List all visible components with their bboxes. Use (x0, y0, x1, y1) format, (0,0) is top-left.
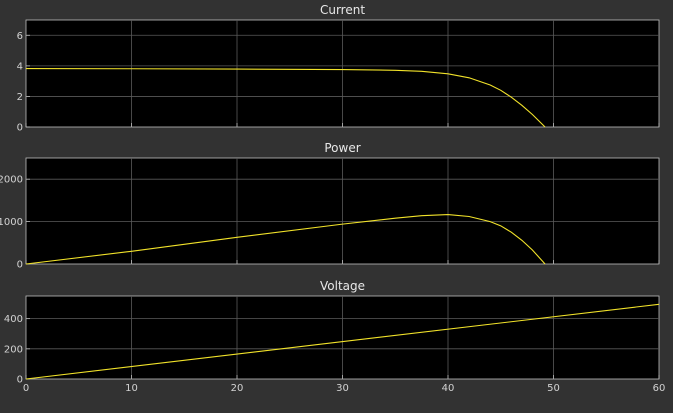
chart-title: Current (320, 3, 365, 17)
y-tick-label: 4 (17, 61, 23, 72)
y-tick-label: 6 (17, 31, 23, 42)
x-tick-label: 60 (653, 383, 666, 394)
x-tick-label: 30 (336, 383, 349, 394)
y-tick-label: 0 (17, 375, 23, 386)
x-tick-label: 40 (442, 383, 455, 394)
chart-title: Power (324, 141, 360, 155)
chart-panel-0: Current 0 2 4 6 (17, 3, 660, 134)
y-tick-label: 400 (4, 314, 23, 325)
y-tick-label: 2 (17, 92, 23, 103)
y-tick-label: 1000 (0, 217, 23, 228)
y-tick-label: 2000 (0, 175, 23, 186)
chart-title: Voltage (320, 279, 365, 293)
chart-panel-1: Power 0 1000 2000 (0, 141, 660, 271)
y-tick-label: 0 (17, 260, 23, 271)
x-tick-label: 20 (231, 383, 244, 394)
x-tick-label: 50 (547, 383, 560, 394)
chart-panel-2: Voltage 0 10 20 30 40 50 60 0 200 400 (4, 279, 665, 394)
y-tick-label: 200 (4, 344, 23, 355)
y-tick-label: 0 (17, 123, 23, 134)
series-line-0 (25, 214, 546, 265)
series-line-0 (25, 68, 546, 128)
x-tick-label: 0 (23, 383, 29, 394)
series-line-0 (25, 303, 660, 380)
x-tick-label: 10 (125, 383, 138, 394)
